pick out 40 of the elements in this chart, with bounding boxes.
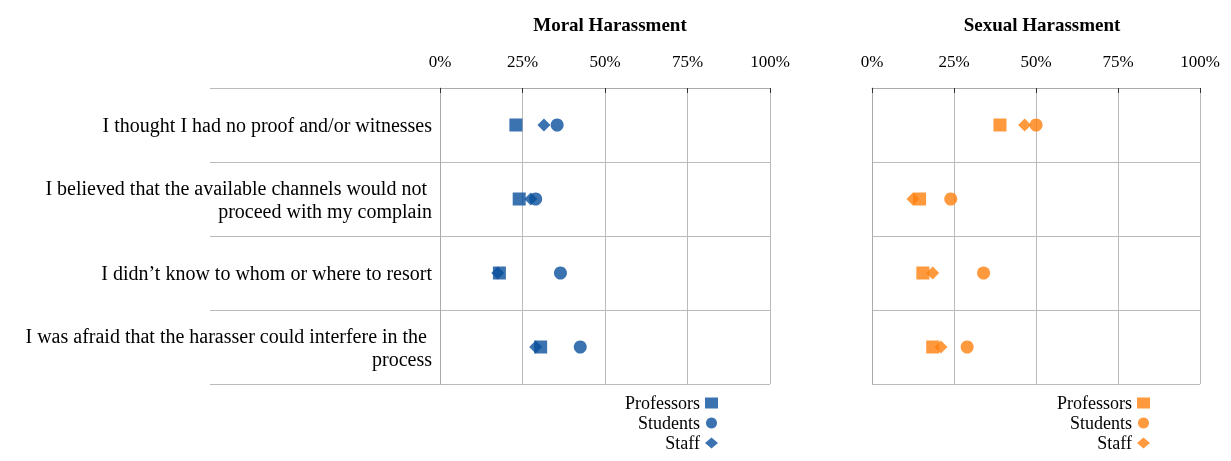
chart-title: Sexual Harassment	[963, 14, 1122, 35]
x-tick-label: 50%	[589, 52, 621, 71]
point	[906, 192, 920, 206]
point	[934, 340, 948, 354]
point	[553, 266, 567, 280]
legend-label: Professors	[625, 393, 700, 413]
x-tick-label: 100%	[1180, 52, 1221, 71]
x-tick-label: 25%	[506, 52, 539, 71]
chart-title: Moral Harassment	[533, 14, 688, 35]
y-tick-label: I was afraid that the harasser could interfere in the process	[25, 324, 433, 371]
point	[529, 340, 543, 354]
x-tick-label: 75%	[671, 52, 704, 71]
point	[926, 266, 940, 280]
point	[509, 118, 523, 132]
y-tick-label: I thought I had no proof and/or witnesses	[102, 114, 433, 137]
point	[944, 192, 958, 206]
y-tick-label: I didn’t know to whom or where to resort	[101, 262, 433, 284]
point	[1029, 118, 1043, 132]
legend-label: Students	[637, 413, 700, 433]
point	[573, 340, 587, 354]
x-tick-label: 100%	[750, 52, 790, 71]
legend-label: Professors	[1057, 393, 1132, 413]
point	[960, 340, 974, 354]
x-tick-label: 0%	[860, 52, 884, 71]
y-tick-label: I believed that the available channels would not proceed with my complain	[45, 176, 432, 223]
point	[1018, 118, 1032, 132]
x-tick-label: 75%	[1102, 52, 1134, 71]
legend-label: Staff	[1097, 433, 1132, 453]
legend-label: Students	[1069, 413, 1132, 433]
point	[512, 192, 526, 206]
point	[916, 266, 930, 280]
legend-label: Staff	[665, 433, 700, 453]
point	[524, 192, 538, 206]
x-tick-label: 0%	[428, 52, 452, 71]
point	[993, 118, 1007, 132]
point	[977, 266, 991, 280]
point	[550, 118, 564, 132]
x-tick-label: 25%	[938, 52, 970, 71]
point	[537, 118, 551, 132]
x-tick-label: 50%	[1020, 52, 1052, 71]
